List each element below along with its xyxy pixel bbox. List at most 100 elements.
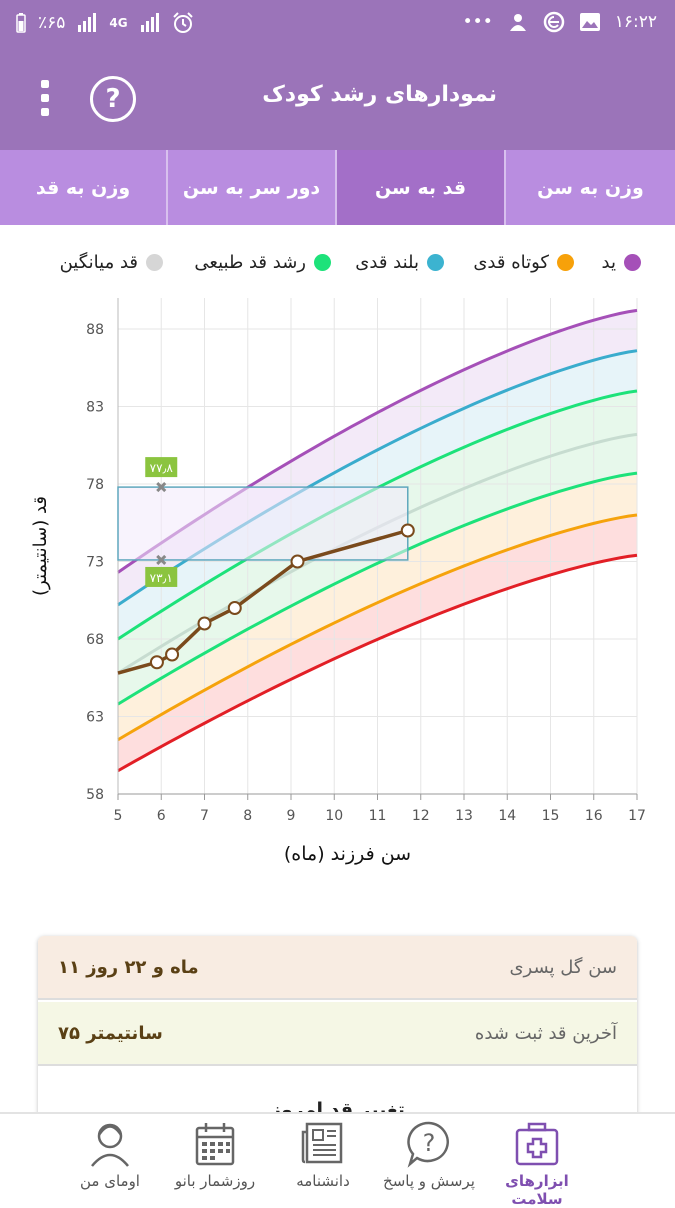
annotation-marker-0	[156, 482, 167, 493]
annotation-label-0: ۷۷٫۸	[150, 461, 174, 475]
age-label: سن گل پسری	[509, 956, 617, 978]
nav-calendar[interactable]: روزشمار بانو	[160, 1120, 270, 1190]
avatar-icon	[91, 1123, 129, 1167]
nav-label: پرسش و پاسخ	[383, 1172, 475, 1190]
height-value: ۷۵ سانتیمتر	[58, 1022, 163, 1044]
nav-label: دانشنامه	[296, 1172, 350, 1190]
question-bubble-icon: ?	[407, 1121, 449, 1168]
status-bar: ٪۶۵ 4G ••• ۱۶:۲۲	[0, 0, 675, 46]
status-left: ٪۶۵ 4G	[16, 12, 194, 34]
nav-label: روزشمار بانو	[174, 1172, 256, 1190]
battery-icon	[16, 13, 26, 33]
percentile-curve-0	[117, 553, 638, 773]
x-tick-label: 10	[325, 808, 343, 824]
nav-questions[interactable]: ? پرسش و پاسخ	[374, 1120, 484, 1190]
clock-time: ۱۶:۲۲	[614, 12, 657, 32]
legend-label: قد میانگین	[59, 252, 138, 273]
age-row: ۱۱ ماه و ۲۲ روز سن گل پسری	[38, 936, 637, 1000]
y-tick-label: 78	[86, 477, 104, 493]
legend-item-average: قد میانگین	[60, 252, 163, 273]
nav-my-profile[interactable]: اومای من	[55, 1120, 165, 1190]
x-tick-label: 6	[157, 808, 166, 824]
legend-label: کوتاه قدی	[473, 252, 549, 273]
y-tick-label: 68	[86, 632, 104, 648]
browser-icon	[543, 11, 564, 33]
legend-item-tall: بلند قدی	[355, 252, 444, 273]
alarm-clock-icon	[172, 12, 193, 33]
annotation-badge-1	[145, 566, 178, 587]
x-tick-label: 17	[628, 808, 646, 824]
nav-health-tools[interactable]: ابزارهای سلامت	[482, 1120, 592, 1208]
y-axis-title: قد (سانتیمتر)	[30, 496, 51, 596]
x-tick-label: 9	[287, 808, 296, 824]
bottom-navigation: اومای من روزشمار بانو دانشنامه ? پرسش و …	[0, 1112, 675, 1208]
network-type: 4G	[109, 16, 128, 30]
medical-kit-icon	[515, 1122, 559, 1166]
x-tick-label: 14	[498, 808, 516, 824]
child-height-point[interactable]	[165, 647, 180, 662]
legend-dot-blue	[427, 254, 444, 271]
page-title: نمودارهای رشد کودک	[262, 82, 497, 107]
legend-item-normal: رشد قد طبیعی	[194, 252, 331, 273]
child-height-point[interactable]	[197, 616, 212, 631]
range-highlight-box	[117, 486, 409, 561]
app-bar: ? نمودارهای رشد کودک	[0, 46, 675, 150]
tab-head-circumference[interactable]: دور سر به سن	[168, 150, 337, 225]
status-right: ••• ۱۶:۲۲	[463, 11, 657, 33]
image-icon	[579, 13, 600, 31]
calendar-icon	[195, 1123, 235, 1166]
legend-item-iodine: ید	[602, 252, 641, 273]
legend-dot-green	[314, 254, 331, 271]
more-notifications-icon: •••	[462, 12, 493, 32]
child-height-point[interactable]	[227, 601, 242, 615]
chart-legend: ید کوتاه قدی بلند قدی رشد قد طبیعی قد می…	[0, 252, 675, 282]
annotation-marker-1	[156, 554, 167, 566]
y-tick-label: 73	[86, 555, 104, 571]
legend-label: بلند قدی	[355, 252, 419, 273]
signal-icon-2	[140, 13, 159, 32]
x-tick-label: 7	[200, 808, 209, 824]
nav-encyclopedia[interactable]: دانشنامه	[268, 1120, 378, 1190]
newspaper-icon	[301, 1122, 343, 1164]
x-axis-title: سن فرزند (ماه)	[284, 843, 411, 865]
nav-label: اومای من	[80, 1172, 140, 1190]
child-height-point[interactable]	[290, 554, 305, 569]
x-tick-label: 16	[585, 808, 603, 824]
y-tick-label: 58	[86, 787, 104, 803]
legend-dot-gray	[146, 254, 163, 271]
svg-text:?: ?	[423, 1129, 436, 1157]
legend-label: رشد قد طبیعی	[194, 252, 306, 273]
y-tick-label: 83	[86, 400, 104, 416]
legend-label: ید	[601, 252, 616, 273]
child-height-point[interactable]	[400, 523, 415, 538]
tab-weight-for-age[interactable]: وزن به سن	[506, 150, 675, 225]
x-tick-label: 12	[412, 808, 430, 824]
tab-weight-for-height[interactable]: وزن به قد	[0, 150, 168, 225]
x-tick-label: 8	[243, 808, 252, 824]
x-tick-label: 15	[542, 808, 560, 824]
app-notification-icon	[509, 14, 526, 31]
overflow-menu-icon[interactable]	[30, 76, 60, 122]
annotation-label-1: ۷۳٫۱	[150, 571, 173, 585]
legend-dot-purple	[624, 254, 641, 271]
annotation-badge-0	[145, 457, 178, 478]
child-info-card: ۱۱ ماه و ۲۲ روز سن گل پسری ۷۵ سانتیمتر آ…	[38, 936, 637, 1126]
chart-tabs: وزن به قد دور سر به سن قد به سن وزن به س…	[0, 150, 675, 225]
legend-item-short: کوتاه قدی	[473, 252, 574, 273]
age-value: ۱۱ ماه و ۲۲ روز	[58, 956, 199, 978]
x-tick-label: 11	[369, 808, 387, 824]
signal-icon	[78, 13, 97, 32]
height-label: آخرین قد ثبت شده	[474, 1022, 617, 1044]
percentile-curve-2	[117, 471, 638, 706]
help-icon[interactable]: ?	[90, 76, 136, 122]
child-height-point[interactable]	[149, 655, 164, 670]
y-tick-label: 63	[86, 710, 104, 726]
nav-label: ابزارهای سلامت	[505, 1172, 569, 1208]
tab-height-for-age[interactable]: قد به سن	[337, 150, 506, 225]
legend-dot-orange	[557, 254, 574, 271]
height-row: ۷۵ سانتیمتر آخرین قد ثبت شده	[38, 1002, 637, 1066]
percentile-curve-1	[117, 513, 638, 742]
battery-percent: ٪۶۵	[38, 13, 66, 33]
x-tick-label: 5	[114, 808, 123, 824]
